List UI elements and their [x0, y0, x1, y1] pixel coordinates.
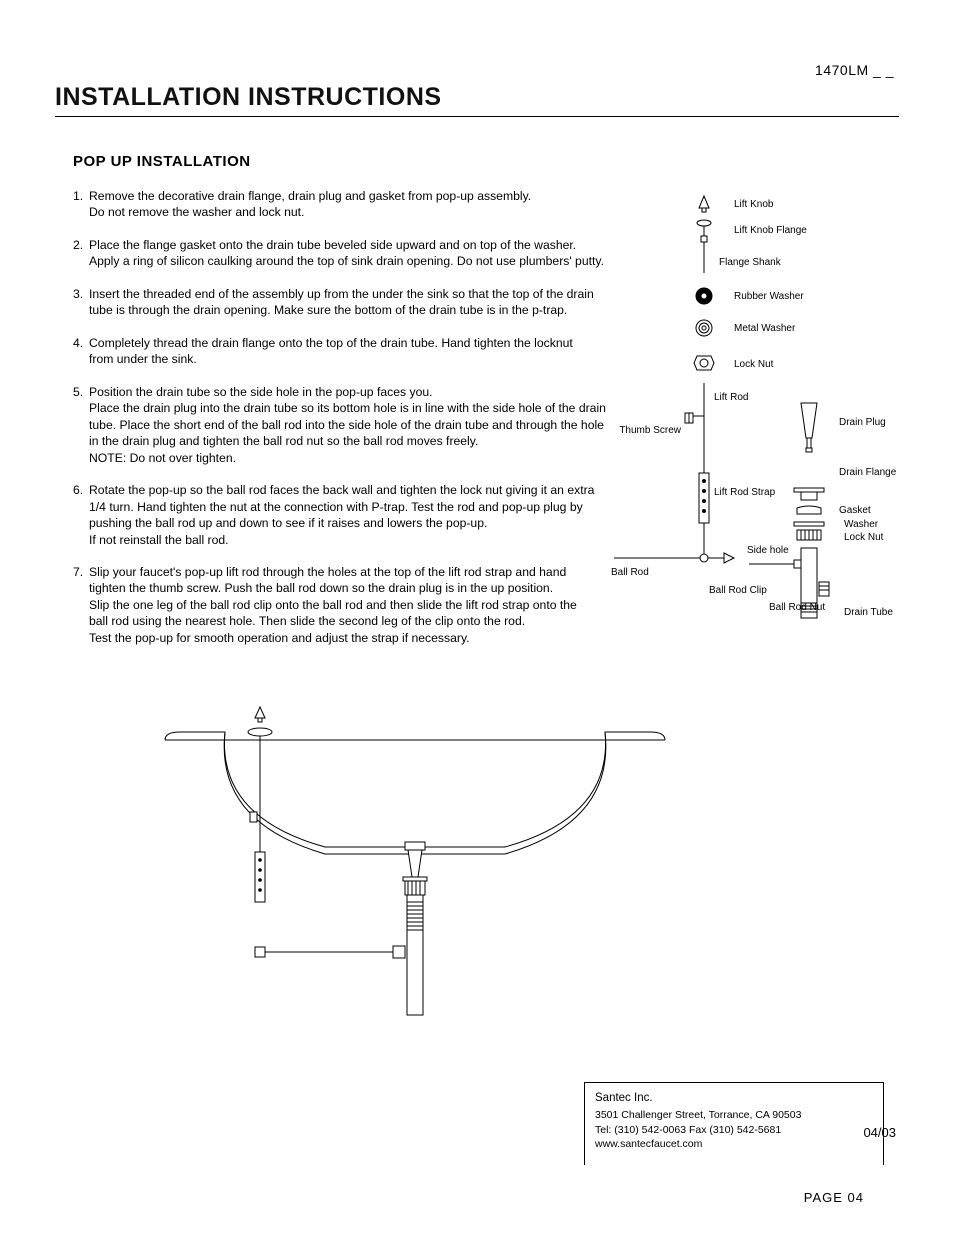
- step-item: 3. Insert the threaded end of the assembl…: [73, 286, 639, 319]
- label-drain-flange: Drain Flange: [839, 468, 896, 478]
- page-number: PAGE 04: [804, 1190, 864, 1205]
- label-drain-tube: Drain Tube: [844, 608, 893, 618]
- footer-phone: Tel: (310) 542-0063 Fax (310) 542-5681: [595, 1123, 873, 1137]
- step-number: 5.: [73, 384, 83, 400]
- title-rule: [55, 116, 899, 117]
- step-item: 4. Completely thread the drain flange ont…: [73, 335, 639, 368]
- label-rubber-washer: Rubber Washer: [734, 292, 804, 302]
- step-item: 7. Slip your faucet's pop-up lift rod thr…: [73, 564, 639, 646]
- label-lift-knob-flange: Lift Knob Flange: [734, 226, 807, 236]
- label-ball-rod-nut: Ball Rod Nut: [769, 603, 825, 613]
- section-subtitle: POP UP INSTALLATION: [73, 153, 899, 170]
- step-text: Rotate the pop-up so the ball rod faces …: [89, 483, 594, 546]
- steps-list: 1. Remove the decorative drain flange, dr…: [73, 188, 639, 646]
- step-item: 1. Remove the decorative drain flange, dr…: [73, 188, 639, 221]
- step-number: 7.: [73, 564, 83, 580]
- step-text: Completely thread the drain flange onto …: [89, 336, 573, 366]
- instructions-column: 1. Remove the decorative drain flange, dr…: [55, 188, 639, 662]
- label-thumb-screw: Thumb Screw: [619, 426, 681, 436]
- model-number: 1470LM _ _: [815, 62, 894, 78]
- step-text: Place the flange gasket onto the drain t…: [89, 238, 604, 268]
- step-number: 2.: [73, 237, 83, 253]
- step-text: Remove the decorative drain flange, drai…: [89, 189, 531, 219]
- step-number: 6.: [73, 482, 83, 498]
- step-number: 4.: [73, 335, 83, 351]
- label-gasket: Gasket: [839, 506, 871, 516]
- label-ball-rod-clip: Ball Rod Clip: [709, 586, 767, 596]
- step-text: Insert the threaded end of the assembly …: [89, 287, 594, 317]
- step-number: 3.: [73, 286, 83, 302]
- footer-box: Santec Inc. 3501 Challenger Street, Torr…: [584, 1082, 884, 1165]
- label-lock-nut-2: Lock Nut: [844, 533, 883, 543]
- step-item: 5. Position the drain tube so the side ho…: [73, 384, 639, 466]
- label-lift-rod: Lift Rod: [714, 393, 748, 403]
- label-ball-rod: Ball Rod: [611, 568, 649, 578]
- label-lift-rod-strap: Lift Rod Strap: [714, 488, 775, 498]
- page-title: INSTALLATION INSTRUCTIONS: [55, 83, 899, 112]
- label-lock-nut: Lock Nut: [734, 360, 773, 370]
- label-flange-shank: Flange Shank: [719, 258, 781, 268]
- label-side-hole: Side hole: [747, 546, 789, 556]
- step-number: 1.: [73, 188, 83, 204]
- step-text: Slip your faucet's pop-up lift rod throu…: [89, 565, 577, 645]
- step-item: 2. Place the flange gasket onto the drain…: [73, 237, 639, 270]
- footer-date: 04/03: [863, 1125, 896, 1140]
- step-item: 6. Rotate the pop-up so the ball rod face…: [73, 482, 639, 548]
- sink-illustration: [155, 702, 899, 1047]
- sink-svg: [155, 702, 675, 1042]
- footer-company: Santec Inc.: [595, 1091, 873, 1107]
- label-metal-washer: Metal Washer: [734, 324, 795, 334]
- footer-site: www.santecfaucet.com: [595, 1137, 873, 1151]
- step-text: Position the drain tube so the side hole…: [89, 385, 606, 465]
- parts-diagram: Lift Knob Lift Knob Flange Flange Shank …: [649, 188, 899, 662]
- footer-address: 3501 Challenger Street, Torrance, CA 905…: [595, 1108, 873, 1122]
- label-washer: Washer: [844, 520, 878, 530]
- label-lift-knob: Lift Knob: [734, 200, 773, 210]
- label-drain-plug: Drain Plug: [839, 418, 886, 428]
